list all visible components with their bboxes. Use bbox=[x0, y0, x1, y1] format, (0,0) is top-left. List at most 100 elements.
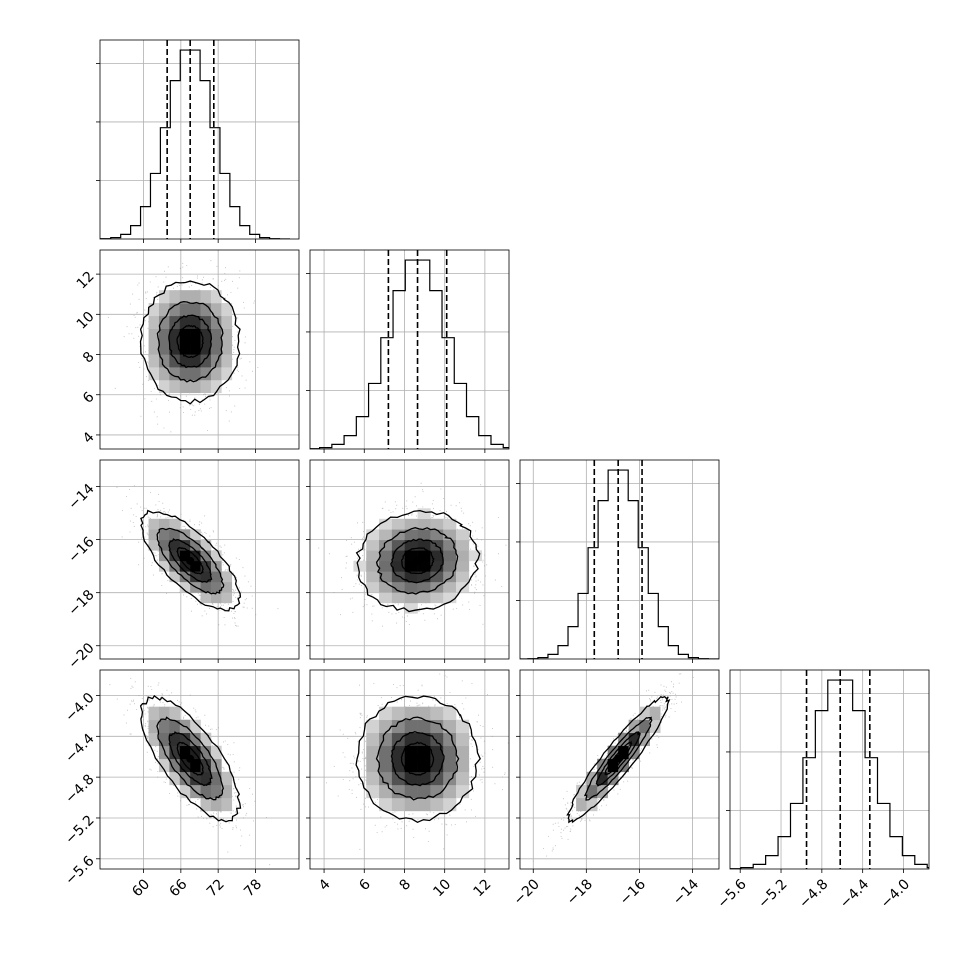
panel-0-0 bbox=[96, 39, 300, 243]
density-cell bbox=[148, 315, 160, 329]
density-cell bbox=[456, 539, 470, 551]
density-cell bbox=[169, 529, 181, 541]
panel-content bbox=[730, 670, 929, 869]
density-cell bbox=[417, 581, 431, 593]
panel-frame bbox=[519, 459, 720, 660]
density-cell bbox=[200, 581, 212, 593]
density-cell bbox=[404, 758, 418, 773]
contour-line bbox=[176, 547, 204, 575]
density-cell bbox=[210, 745, 222, 760]
density-cell bbox=[179, 315, 191, 329]
contour-line bbox=[390, 731, 445, 787]
density-cell bbox=[404, 771, 418, 786]
density-cell bbox=[366, 581, 380, 593]
density-cell bbox=[221, 581, 233, 593]
density-cell bbox=[210, 797, 222, 812]
density-cell bbox=[417, 719, 431, 734]
density-cell bbox=[456, 529, 470, 541]
contour-line bbox=[355, 695, 481, 824]
density-cell bbox=[391, 571, 406, 583]
density-cell bbox=[607, 745, 619, 760]
density-cell bbox=[200, 315, 212, 329]
y-tick-label: −14 bbox=[65, 481, 97, 513]
density-cell bbox=[417, 571, 431, 583]
panel-content bbox=[310, 670, 509, 869]
density-cell bbox=[190, 745, 201, 760]
density-cell bbox=[190, 539, 201, 551]
density-cell bbox=[200, 367, 212, 381]
density-cell bbox=[210, 290, 222, 304]
density-cell bbox=[379, 529, 393, 541]
contour-line bbox=[168, 538, 213, 583]
density-cell bbox=[179, 581, 191, 593]
y-tick-label: 12 bbox=[74, 268, 98, 292]
density-cell bbox=[443, 706, 457, 721]
density-cell bbox=[443, 719, 457, 734]
density-cell bbox=[417, 592, 431, 604]
density-cell bbox=[404, 581, 418, 593]
density-cell bbox=[417, 560, 431, 572]
y-tick-label: −4.0 bbox=[62, 690, 97, 725]
density-cell bbox=[391, 539, 406, 551]
x-tick-label: 10 bbox=[430, 876, 454, 900]
density-cell bbox=[200, 341, 212, 355]
panel-content bbox=[310, 460, 509, 659]
density-cell bbox=[456, 745, 470, 760]
density-cell bbox=[430, 771, 444, 786]
density-cell bbox=[379, 771, 393, 786]
density-cell bbox=[221, 302, 233, 317]
density-cell bbox=[404, 592, 418, 604]
density-cell bbox=[391, 581, 406, 593]
density-cell bbox=[148, 706, 160, 721]
density-cell bbox=[200, 592, 212, 604]
density-cell bbox=[148, 539, 160, 551]
panel-content bbox=[100, 40, 299, 239]
density-cell bbox=[169, 732, 181, 747]
density-cell bbox=[443, 539, 457, 551]
density-cell bbox=[221, 592, 233, 604]
density-cell bbox=[179, 745, 191, 760]
density-cell bbox=[190, 571, 201, 583]
x-tick-label: −5.2 bbox=[755, 876, 790, 911]
density-cell bbox=[430, 745, 444, 760]
density-cell bbox=[200, 354, 212, 368]
density-cell bbox=[628, 719, 640, 734]
density-cell bbox=[391, 797, 406, 812]
x-tick-label: −4.4 bbox=[837, 876, 872, 911]
panel-frame bbox=[729, 669, 930, 870]
density-cell bbox=[210, 315, 222, 329]
density-cell bbox=[148, 732, 160, 747]
density-cell bbox=[190, 315, 201, 329]
contour-line bbox=[375, 527, 459, 595]
x-tick-label: −14 bbox=[670, 876, 702, 908]
density-cell bbox=[366, 560, 380, 572]
density-cell bbox=[379, 539, 393, 551]
density-cell bbox=[158, 758, 170, 773]
panel-frame bbox=[99, 459, 300, 660]
x-tick-label: 72 bbox=[204, 876, 228, 900]
panel-frame bbox=[309, 459, 510, 660]
density-cell bbox=[169, 341, 181, 355]
panel-content bbox=[100, 670, 299, 869]
density-cell bbox=[169, 379, 181, 394]
y-tick-label: 6 bbox=[80, 389, 98, 407]
density-cell bbox=[417, 758, 431, 773]
density-cell bbox=[430, 529, 444, 541]
density-cell bbox=[158, 706, 170, 721]
y-tick-label: −18 bbox=[65, 587, 97, 619]
panel-frame bbox=[99, 669, 300, 870]
x-tick-label: −18 bbox=[564, 876, 596, 908]
density-cell bbox=[404, 518, 418, 530]
y-tick-label: 4 bbox=[80, 429, 98, 447]
density-cell bbox=[391, 518, 406, 530]
density-cell bbox=[417, 539, 431, 551]
density-cell bbox=[179, 341, 191, 355]
density-cell bbox=[618, 758, 629, 773]
density-cell bbox=[391, 719, 406, 734]
density-cell bbox=[190, 560, 201, 572]
density-cell bbox=[443, 758, 457, 773]
density-cell bbox=[158, 518, 170, 530]
panel-frame bbox=[99, 39, 300, 240]
contour-line bbox=[401, 547, 435, 575]
density-cell bbox=[169, 745, 181, 760]
